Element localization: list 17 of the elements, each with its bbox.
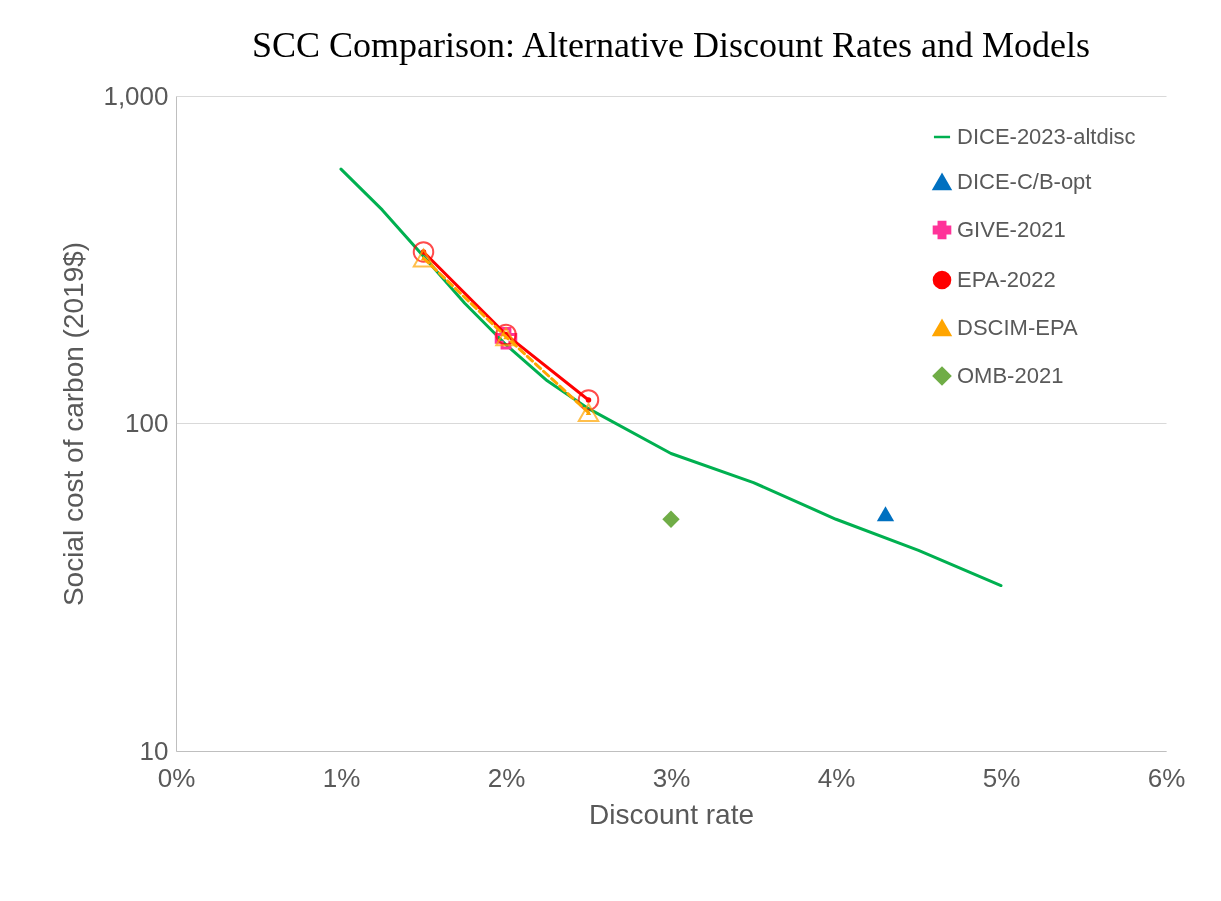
y-axis-title: Social cost of carbon (2019$): [58, 241, 90, 607]
x-tick-label: 4%: [817, 762, 856, 793]
legend-label: DICE-2023-altdisc: [957, 124, 1136, 149]
x-tick-label: 3%: [652, 762, 691, 793]
legend-label: DICE-C/B-opt: [957, 169, 1092, 194]
y-tick-label: 100: [125, 408, 169, 438]
y-tick-label: 1,000: [103, 80, 169, 111]
legend-label: OMB-2021: [957, 363, 1064, 388]
legend-label: EPA-2022: [957, 267, 1056, 292]
x-tick-label: 6%: [1147, 762, 1186, 793]
legend-label: GIVE-2021: [957, 217, 1066, 242]
x-tick-label: 2%: [487, 762, 526, 793]
x-axis-title: Discount rate: [589, 798, 754, 830]
legend-label: DSCIM-EPA: [957, 315, 1078, 340]
x-tick-label: 5%: [982, 762, 1021, 793]
chart-title: SCC Comparison: Alternative Discount Rates and Models: [252, 25, 1090, 65]
x-tick-label: 1%: [322, 762, 361, 793]
